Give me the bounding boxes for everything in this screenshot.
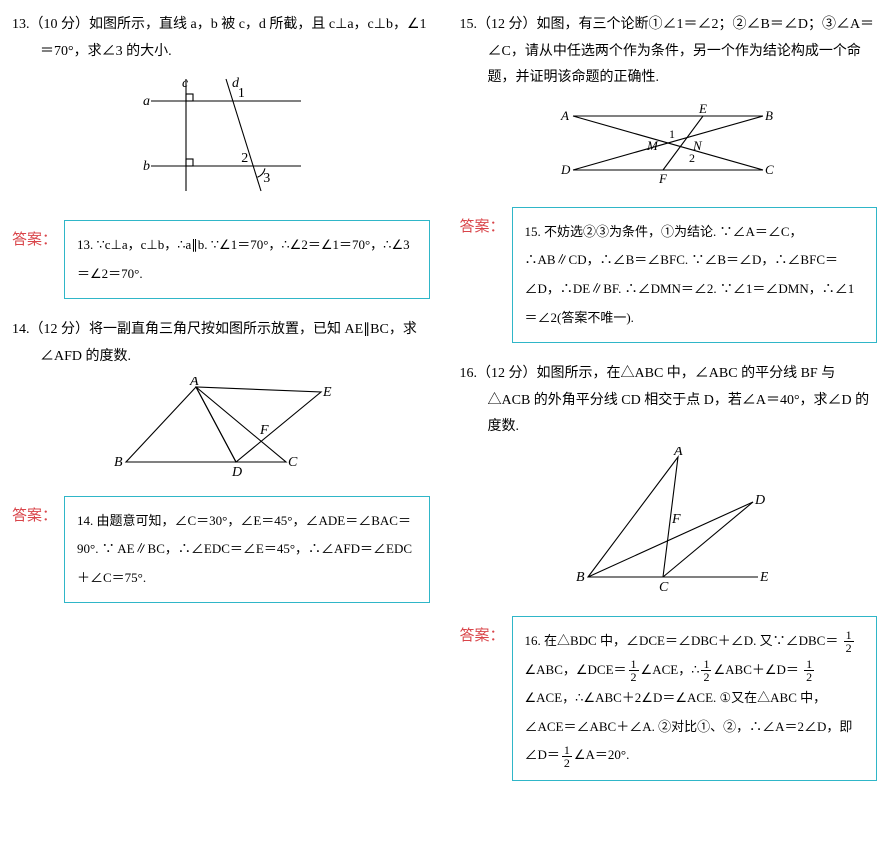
- answer-label: 答案：: [460, 207, 512, 236]
- problem-15: 15.（12 分）如图，有三个论断①∠1＝∠2；②∠B＝∠D；③∠A＝∠C，请从…: [460, 12, 878, 193]
- svg-text:B: B: [576, 570, 585, 585]
- problem-16: 16.（12 分）如图所示，在△ABC 中，∠ABC 的平分线 BF 与△ACB…: [460, 361, 878, 602]
- problem-16-figure: A B C E D F: [460, 447, 878, 602]
- svg-text:C: C: [288, 455, 298, 470]
- svg-text:F: F: [658, 171, 668, 186]
- problem-15-figure: ABDCEFMN12: [460, 98, 878, 193]
- svg-text:1: 1: [669, 127, 675, 141]
- svg-text:F: F: [671, 512, 681, 527]
- svg-text:F: F: [259, 423, 269, 438]
- answer-15-row: 答案： 15. 不妨选②③为条件，①为结论. ∵∠A＝∠C，∴AB∥CD，∴∠B…: [460, 207, 878, 343]
- svg-text:2: 2: [689, 151, 695, 165]
- problem-14-text: 14.（12 分）将一副直角三角尺按如图所示放置，已知 AE∥BC，求∠AFD …: [12, 317, 430, 370]
- answer-14-box: 14. 由题意可知，∠C＝30°，∠E＝45°，∠ADE＝∠BAC＝90°. ∵…: [64, 496, 430, 604]
- svg-text:M: M: [646, 138, 659, 153]
- answer-13-row: 答案： 13. ∵c⊥a，c⊥b，∴a∥b. ∵∠1＝70°，∴∠2＝∠1＝70…: [12, 220, 430, 299]
- answer-14-row: 答案： 14. 由题意可知，∠C＝30°，∠E＝45°，∠ADE＝∠BAC＝90…: [12, 496, 430, 604]
- svg-text:A: A: [560, 108, 569, 123]
- problem-13: 13.（10 分）如图所示，直线 a，b 被 c，d 所截，且 c⊥a，c⊥b，…: [12, 12, 430, 206]
- answer-13-box: 13. ∵c⊥a，c⊥b，∴a∥b. ∵∠1＝70°，∴∠2＝∠1＝70°，∴∠…: [64, 220, 430, 299]
- svg-text:2: 2: [241, 151, 248, 166]
- problem-14-figure: A B C D E F: [12, 377, 430, 482]
- answer-label: 答案：: [12, 220, 64, 249]
- svg-text:A: A: [189, 377, 199, 389]
- answer-label: 答案：: [460, 616, 512, 645]
- left-column: 13.（10 分）如图所示，直线 a，b 被 c，d 所截，且 c⊥a，c⊥b，…: [12, 12, 430, 799]
- svg-text:1: 1: [238, 86, 245, 101]
- problem-16-text: 16.（12 分）如图所示，在△ABC 中，∠ABC 的平分线 BF 与△ACB…: [460, 361, 878, 441]
- right-column: 15.（12 分）如图，有三个论断①∠1＝∠2；②∠B＝∠D；③∠A＝∠C，请从…: [460, 12, 878, 799]
- svg-text:C: C: [659, 580, 669, 595]
- problem-13-text: 13.（10 分）如图所示，直线 a，b 被 c，d 所截，且 c⊥a，c⊥b，…: [12, 12, 430, 65]
- svg-text:a: a: [143, 94, 150, 109]
- svg-text:B: B: [765, 108, 773, 123]
- svg-text:C: C: [765, 162, 774, 177]
- svg-text:3: 3: [263, 171, 270, 186]
- svg-text:D: D: [231, 465, 242, 477]
- answer-15-box: 15. 不妨选②③为条件，①为结论. ∵∠A＝∠C，∴AB∥CD，∴∠B＝∠BF…: [512, 207, 878, 343]
- svg-text:c: c: [182, 76, 189, 91]
- svg-text:b: b: [143, 159, 150, 174]
- answer-label: 答案：: [12, 496, 64, 525]
- svg-text:B: B: [114, 455, 123, 470]
- answer-16-row: 答案： 16. 在△BDC 中，∠DCE＝∠DBC＋∠D. 又∵∠DBC＝ 12…: [460, 616, 878, 781]
- problem-13-figure: abcd123: [12, 71, 430, 206]
- svg-text:A: A: [673, 447, 683, 459]
- svg-text:D: D: [560, 162, 571, 177]
- svg-text:E: E: [322, 385, 332, 400]
- problem-14: 14.（12 分）将一副直角三角尺按如图所示放置，已知 AE∥BC，求∠AFD …: [12, 317, 430, 481]
- problem-15-text: 15.（12 分）如图，有三个论断①∠1＝∠2；②∠B＝∠D；③∠A＝∠C，请从…: [460, 12, 878, 92]
- svg-text:D: D: [754, 493, 765, 508]
- svg-text:E: E: [759, 570, 768, 585]
- svg-text:E: E: [698, 101, 707, 116]
- answer-16-box: 16. 在△BDC 中，∠DCE＝∠DBC＋∠D. 又∵∠DBC＝ 12∠ABC…: [512, 616, 878, 781]
